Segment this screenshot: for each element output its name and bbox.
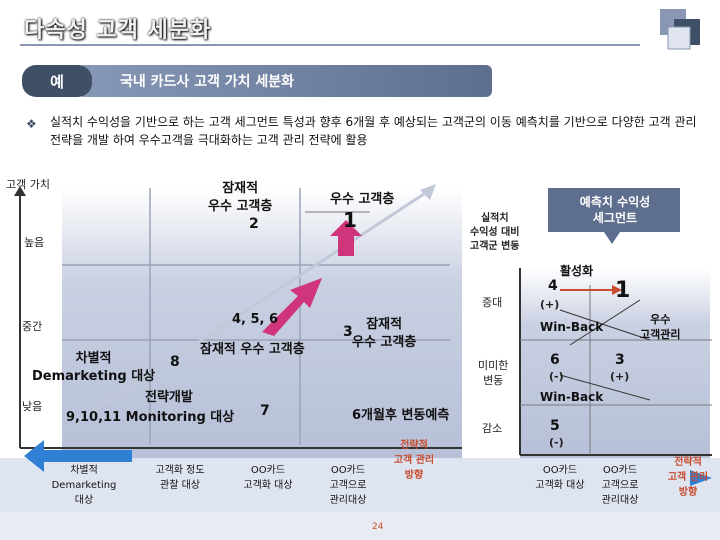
bottom-label-demarketing: 차별적 Demarketing 대상	[51, 465, 117, 506]
pink-up-arrow	[330, 220, 362, 256]
segment-excellent-number: 1	[343, 208, 357, 232]
y-level-high: 높음	[24, 236, 45, 249]
diagonal-arrowhead	[420, 184, 436, 200]
bottom-label-observe: 고객화 정도 관찰 대상	[155, 465, 205, 491]
winback-label-2: Win-Back	[540, 390, 604, 404]
activation-arrowhead	[612, 285, 622, 295]
bottom-label-manage: OO카드 고객으로 관리대상	[329, 465, 367, 506]
right-level-minor: 미미한 변동	[478, 359, 509, 387]
left-chart-graphics	[0, 184, 470, 512]
segment-seven-number: 7	[260, 403, 270, 419]
right-bottom-band	[470, 458, 720, 512]
logo-icon	[640, 5, 710, 55]
segment-mid-right-number: 3	[343, 324, 353, 340]
winback-diagonal-1	[559, 309, 651, 341]
segment-differential-label: 차별적 Demarketing 대상	[32, 351, 156, 384]
cell-6-number: 6	[550, 352, 560, 368]
blue-left-arrow	[24, 440, 132, 472]
right-header-label: 예측치 수익성 세그먼트	[579, 195, 651, 225]
cell-5-number: 5	[550, 418, 560, 434]
right-bottom-label-manage: OO카드 고객으로 관리대상	[601, 465, 639, 506]
activation-label: 활성화	[560, 264, 594, 278]
right-y-axis-title: 실적치 수익성 대비 고객군 변동	[470, 213, 520, 252]
strategy-label-left: 전략적 고객 관리 방향	[393, 440, 435, 481]
y-level-low: 낮음	[22, 400, 43, 413]
segment-potential-top-label: 잠재적 우수 고객층	[208, 181, 273, 214]
diagonal-arrow-line	[79, 188, 431, 422]
winback-label-1: Win-Back	[540, 320, 604, 334]
subtitle-bar: 국내 카드사 고객 가치 세분화	[82, 65, 492, 97]
diamond-bullet-icon: ❖	[26, 117, 37, 131]
y-axis-title: 고객 가치	[6, 178, 50, 191]
footer-bar	[0, 512, 720, 540]
left-chart-panel	[62, 188, 462, 458]
y-axis-arrowhead	[14, 186, 26, 196]
cell-5-sign: (-)	[549, 436, 564, 449]
cell-1-number: 1	[615, 278, 631, 303]
segment-mid-right-label: 잠재적 우수 고객층	[352, 317, 417, 350]
page-number: 24	[372, 522, 384, 532]
segment-monitoring-label: 9,10,11 Monitoring 대상	[66, 410, 235, 425]
cell-4-sign: (+)	[540, 298, 560, 311]
cell-6-sign: (-)	[549, 370, 564, 383]
right-chart-graphics	[470, 188, 720, 512]
winback-diagonal-3	[559, 374, 651, 401]
forecast-label: 6개월후 변동예측	[352, 408, 450, 423]
example-badge: 예	[22, 65, 92, 97]
segment-eight-number: 8	[170, 354, 180, 370]
bottom-label-customize: OO카드 고객화 대상	[243, 465, 293, 491]
segment-excellent-label: 우수 고객층	[330, 192, 395, 207]
right-chart-panel	[520, 268, 710, 458]
cell-3-sign: (+)	[610, 370, 630, 383]
right-bottom-label-customize: OO카드 고객화 대상	[535, 465, 585, 491]
segment-eight-label: 전략개발	[145, 390, 193, 405]
page-title: 다속성 고객 세분화	[24, 18, 212, 43]
segment-mid-label: 잠재적 우수 고객층	[200, 342, 305, 357]
y-level-mid: 중간	[22, 320, 43, 333]
description-text: 실적치 수익성을 기반으로 하는 고객 세그먼트 특성과 향후 6개월 후 예상…	[50, 115, 697, 147]
left-bottom-band	[0, 458, 470, 512]
strategy-label-right: 전략적 고객 관리 방향	[667, 457, 709, 498]
winback-diagonal-2	[569, 299, 641, 346]
right-strategy-arrow	[690, 470, 712, 486]
pink-arrow	[262, 278, 322, 336]
cell-4-number: 4	[548, 278, 558, 294]
cell-3-number: 3	[615, 352, 625, 368]
excellent-mgmt-label: 우수 고객관리	[640, 313, 681, 341]
segment-potential-top-number: 2	[249, 216, 259, 232]
segment-mid-numbers: 4, 5, 6	[232, 312, 279, 327]
right-level-increase: 증대	[482, 296, 503, 309]
title-underline	[20, 44, 640, 46]
right-level-decrease: 감소	[482, 422, 503, 435]
header-callout	[548, 188, 680, 244]
